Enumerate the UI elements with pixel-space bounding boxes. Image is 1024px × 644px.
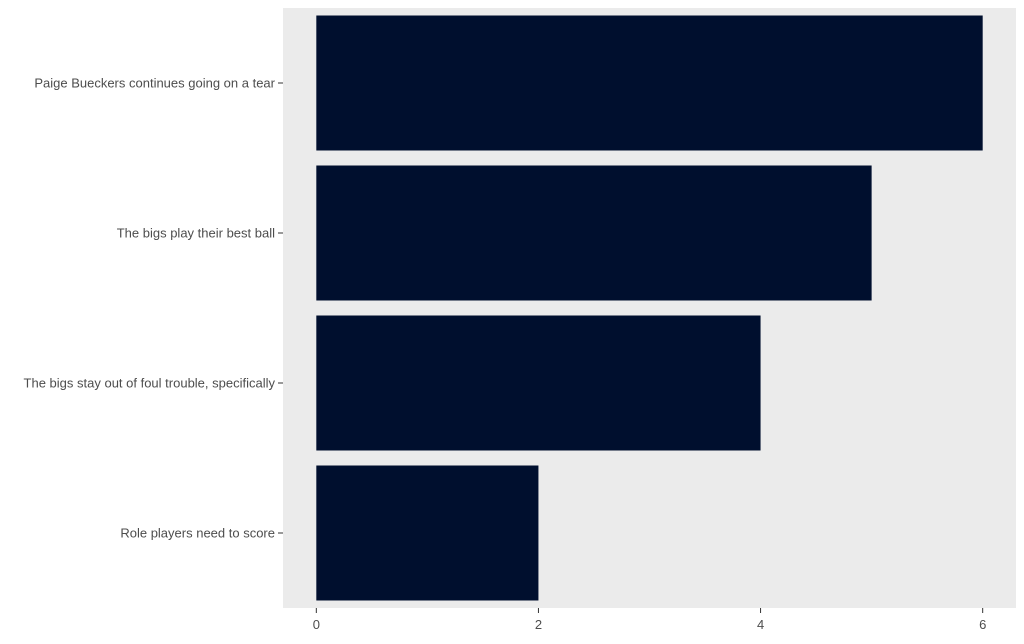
bar	[316, 465, 539, 601]
x-tick-label: 0	[313, 617, 320, 632]
x-tick-label: 2	[535, 617, 542, 632]
category-label: Paige Bueckers continues going on a tear	[34, 76, 275, 91]
bar	[316, 315, 761, 451]
bars-layer	[316, 15, 983, 601]
x-tick-label: 6	[979, 617, 986, 632]
bar	[316, 165, 872, 301]
y-axis: Paige Bueckers continues going on a tear…	[24, 76, 283, 541]
x-axis: 0 2 4 6	[313, 608, 986, 632]
x-tick-label: 4	[757, 617, 764, 632]
category-label: The bigs play their best ball	[117, 226, 275, 241]
category-label: The bigs stay out of foul trouble, speci…	[24, 376, 276, 391]
bar	[316, 15, 983, 151]
category-label: Role players need to score	[120, 526, 275, 541]
